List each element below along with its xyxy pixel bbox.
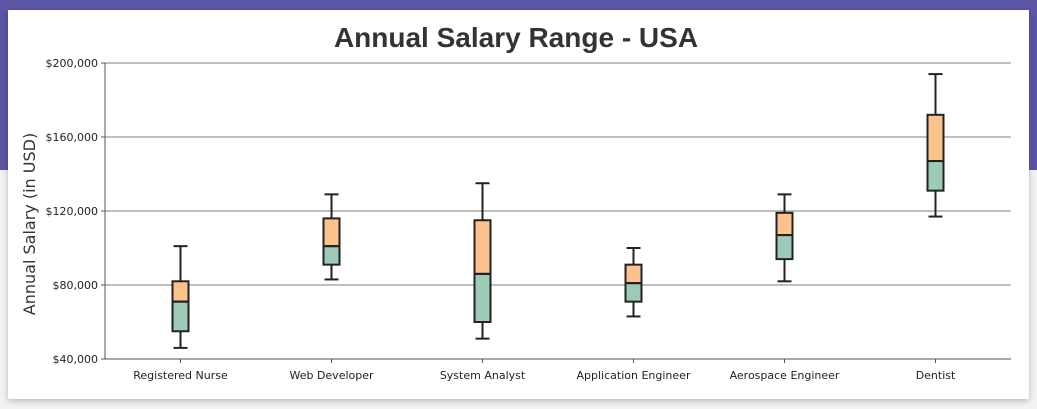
- box-aerospace-engineer: [775, 193, 794, 283]
- y-tick-label: $160,000: [46, 131, 99, 144]
- upper-box: [171, 280, 190, 303]
- axes: [104, 63, 1011, 360]
- box-web-developer: [322, 193, 341, 281]
- box-registered-nurse: [171, 245, 190, 349]
- box-application-engineer: [624, 247, 643, 318]
- x-tick-label: Application Engineer: [577, 369, 691, 382]
- gridlines: [105, 62, 1011, 286]
- chart-card: Annual Salary Range - USA Annual Salary …: [8, 10, 1029, 399]
- box-system-analyst: [473, 182, 492, 340]
- lower-box: [775, 234, 794, 261]
- chart-title: Annual Salary Range - USA: [334, 22, 698, 53]
- x-tick-label: Dentist: [916, 369, 956, 382]
- x-tick-label: Web Developer: [289, 369, 374, 382]
- upper-box: [322, 217, 341, 248]
- lower-box: [624, 282, 643, 303]
- upper-box: [926, 113, 945, 163]
- box-plot-chart: Annual Salary Range - USA Annual Salary …: [20, 22, 1011, 382]
- x-tick-label: Registered Nurse: [133, 369, 228, 382]
- y-tick-label: $200,000: [46, 57, 99, 70]
- lower-box: [171, 300, 190, 333]
- y-tick-label: $40,000: [53, 353, 99, 366]
- y-tick-label: $80,000: [53, 279, 99, 292]
- upper-box: [473, 219, 492, 275]
- y-axis-title: Annual Salary (in USD): [20, 133, 39, 315]
- x-tick-label: Aerospace Engineer: [730, 369, 840, 382]
- x-axis-ticks: Registered Nurse Web Developer System Anal…: [133, 359, 956, 382]
- lower-box: [473, 272, 492, 323]
- upper-box: [624, 263, 643, 285]
- box-dentist: [926, 73, 945, 218]
- y-axis-ticks: $40,000 $80,000 $120,000 $160,000 $200,000: [46, 57, 105, 366]
- upper-box: [775, 211, 794, 237]
- boxes: [171, 73, 945, 349]
- lower-box: [322, 245, 341, 266]
- x-tick-label: System Analyst: [440, 369, 526, 382]
- y-tick-label: $120,000: [46, 205, 99, 218]
- lower-box: [926, 160, 945, 192]
